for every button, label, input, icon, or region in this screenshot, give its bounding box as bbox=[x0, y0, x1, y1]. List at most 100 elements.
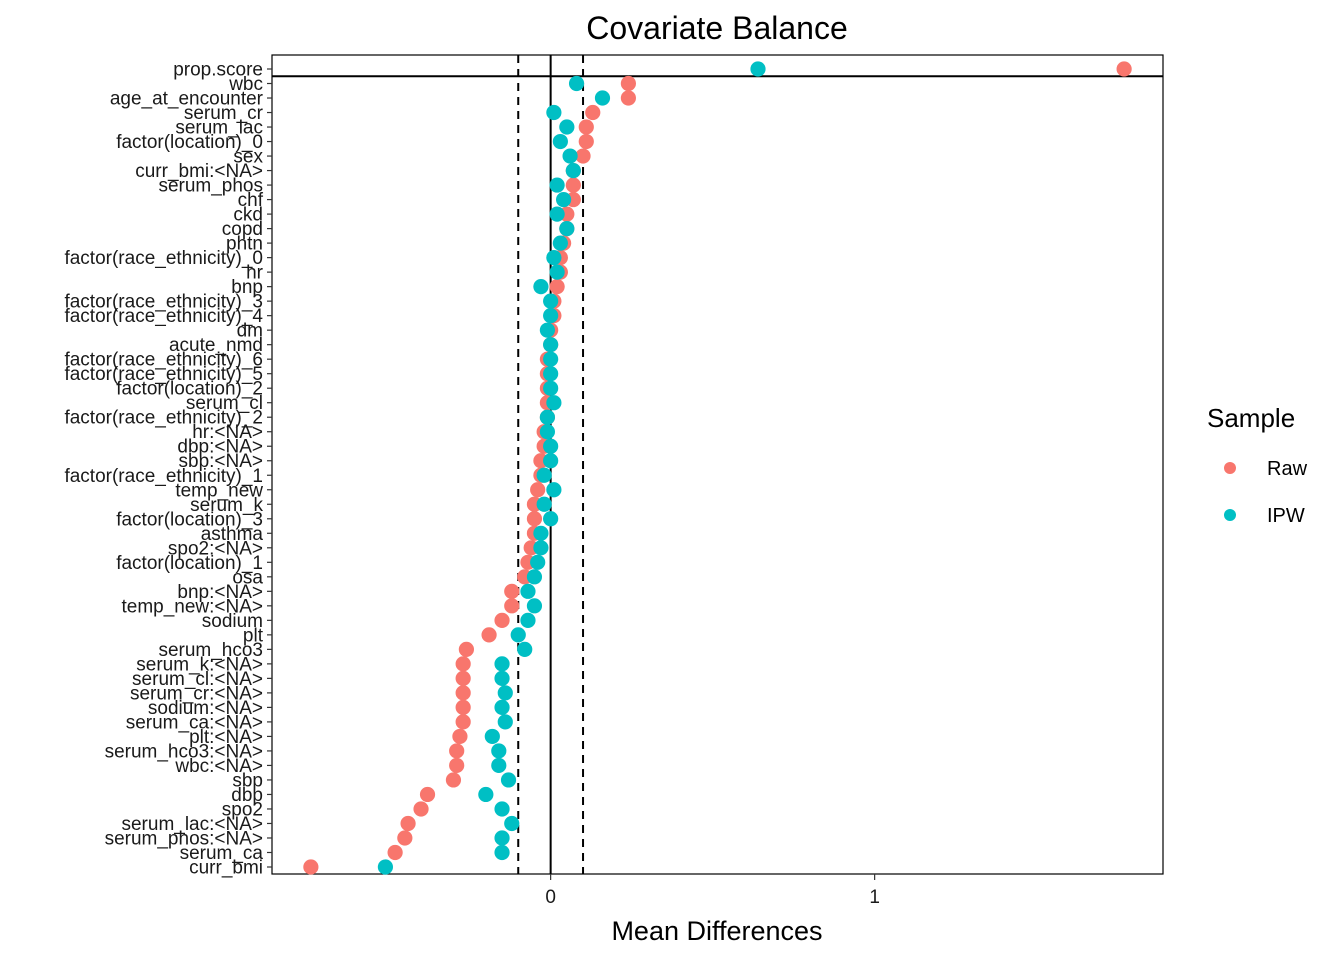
point-raw-15 bbox=[549, 279, 565, 295]
point-ipw-15 bbox=[533, 279, 549, 295]
point-ipw-8 bbox=[549, 177, 565, 193]
y-tick-label-11: copd bbox=[222, 219, 263, 240]
y-tick-label-26: dbp:<NA> bbox=[177, 437, 263, 458]
x-axis-label: Mean Differences bbox=[611, 916, 822, 946]
point-ipw-31 bbox=[543, 511, 559, 527]
point-ipw-54 bbox=[494, 844, 510, 861]
legend-key-raw bbox=[1224, 462, 1236, 474]
y-tick-label-0: prop.score bbox=[173, 60, 263, 81]
point-raw-4 bbox=[578, 119, 594, 135]
point-ipw-41 bbox=[494, 656, 510, 672]
y-tick-label-10: ckd bbox=[233, 205, 263, 226]
axes: prop.scorewbcage_at_encounterserum_crser… bbox=[64, 60, 879, 909]
y-tick-label-32: asthma bbox=[201, 524, 264, 545]
point-raw-3 bbox=[585, 104, 601, 121]
point-ipw-19 bbox=[543, 337, 559, 353]
y-tick-label-16: factor(race_ethnicity)_3 bbox=[64, 292, 263, 313]
legend: Sample Raw IPW bbox=[1207, 403, 1308, 527]
y-tick-label-19: acute_nmd bbox=[169, 335, 263, 356]
y-tick-label-4: serum_lac bbox=[175, 118, 263, 139]
point-ipw-25 bbox=[539, 424, 556, 440]
y-tick-label-1: wbc bbox=[228, 74, 263, 95]
point-ipw-18 bbox=[539, 322, 556, 338]
point-ipw-1 bbox=[568, 75, 585, 92]
point-raw-5 bbox=[578, 133, 594, 150]
y-tick-label-7: curr_bmi:<NA> bbox=[135, 161, 263, 182]
y-tick-label-28: factor(race_ethnicity)_1 bbox=[64, 466, 263, 487]
point-ipw-7 bbox=[565, 162, 581, 179]
point-ipw-47 bbox=[491, 743, 507, 759]
x-tick-label-0: 0 bbox=[545, 887, 556, 908]
point-ipw-49 bbox=[500, 772, 517, 788]
y-tick-label-48: wbc:<NA> bbox=[174, 756, 263, 777]
point-ipw-43 bbox=[497, 685, 513, 701]
y-tick-label-54: serum_ca bbox=[180, 843, 264, 864]
y-tick-label-52: serum_lac:<NA> bbox=[121, 814, 263, 835]
y-tick-label-25: hr:<NA> bbox=[192, 422, 263, 443]
point-raw-41 bbox=[455, 656, 471, 672]
point-ipw-39 bbox=[510, 627, 526, 643]
y-tick-label-44: sodium:<NA> bbox=[148, 698, 263, 719]
point-ipw-26 bbox=[543, 438, 559, 454]
point-raw-0 bbox=[1116, 61, 1132, 77]
legend-label-ipw: IPW bbox=[1267, 505, 1305, 527]
point-ipw-37 bbox=[526, 598, 543, 614]
y-tick-label-36: bnp:<NA> bbox=[177, 582, 263, 603]
y-tick-label-50: dbp bbox=[231, 785, 263, 806]
point-ipw-36 bbox=[520, 583, 536, 599]
point-ipw-24 bbox=[539, 409, 556, 425]
point-ipw-13 bbox=[546, 250, 562, 266]
point-ipw-55 bbox=[377, 859, 393, 875]
point-raw-53 bbox=[397, 830, 413, 846]
y-tick-label-2: age_at_encounter bbox=[110, 89, 264, 110]
y-tick-label-18: dm bbox=[237, 321, 263, 342]
y-tick-label-45: serum_ca:<NA> bbox=[126, 712, 263, 733]
point-ipw-40 bbox=[517, 641, 533, 657]
y-tick-label-12: phtn bbox=[226, 234, 263, 255]
y-tick-label-49: sbp bbox=[232, 770, 263, 791]
y-tick-label-15: bnp bbox=[231, 277, 263, 298]
point-raw-36 bbox=[504, 583, 520, 599]
legend-label-raw: Raw bbox=[1267, 458, 1308, 480]
point-ipw-12 bbox=[552, 235, 568, 251]
legend-key-ipw bbox=[1224, 509, 1236, 521]
point-ipw-20 bbox=[543, 351, 559, 367]
y-tick-label-23: serum_cl bbox=[186, 393, 263, 414]
point-ipw-38 bbox=[520, 612, 536, 628]
point-raw-46 bbox=[452, 728, 468, 745]
point-raw-40 bbox=[458, 641, 474, 657]
point-raw-1 bbox=[620, 75, 637, 92]
y-tick-label-29: temp_new bbox=[175, 480, 263, 501]
y-tick-label-21: factor(race_ethnicity)_5 bbox=[64, 364, 263, 385]
point-ipw-2 bbox=[594, 90, 611, 106]
point-ipw-23 bbox=[546, 395, 562, 411]
point-raw-42 bbox=[455, 670, 471, 686]
y-tick-label-37: temp_new:<NA> bbox=[121, 596, 263, 617]
y-tick-label-22: factor(location)_2 bbox=[116, 379, 263, 400]
point-raw-45 bbox=[455, 714, 471, 730]
point-raw-55 bbox=[303, 859, 319, 875]
y-tick-label-14: hr bbox=[246, 263, 264, 284]
point-ipw-0 bbox=[750, 61, 766, 77]
point-ipw-10 bbox=[549, 206, 565, 222]
y-tick-label-31: factor(location)_3 bbox=[116, 509, 263, 530]
point-ipw-27 bbox=[543, 453, 559, 469]
point-raw-31 bbox=[526, 511, 543, 527]
y-tick-label-38: sodium bbox=[202, 611, 263, 632]
x-tick-label-1: 1 bbox=[869, 887, 880, 908]
y-tick-label-40: serum_hco3 bbox=[158, 640, 263, 661]
y-tick-label-3: serum_cr bbox=[184, 103, 264, 124]
point-raw-49 bbox=[445, 772, 462, 788]
y-tick-label-17: factor(race_ethnicity)_4 bbox=[64, 306, 263, 327]
point-raw-47 bbox=[449, 743, 465, 759]
point-raw-2 bbox=[620, 90, 637, 106]
y-tick-label-47: serum_hco3:<NA> bbox=[105, 741, 263, 762]
point-ipw-5 bbox=[552, 133, 568, 150]
point-raw-8 bbox=[565, 177, 581, 193]
point-ipw-21 bbox=[543, 366, 559, 382]
point-ipw-16 bbox=[543, 293, 559, 309]
point-ipw-48 bbox=[491, 757, 507, 774]
point-raw-38 bbox=[494, 612, 510, 628]
plot-panel-border bbox=[271, 54, 1164, 875]
